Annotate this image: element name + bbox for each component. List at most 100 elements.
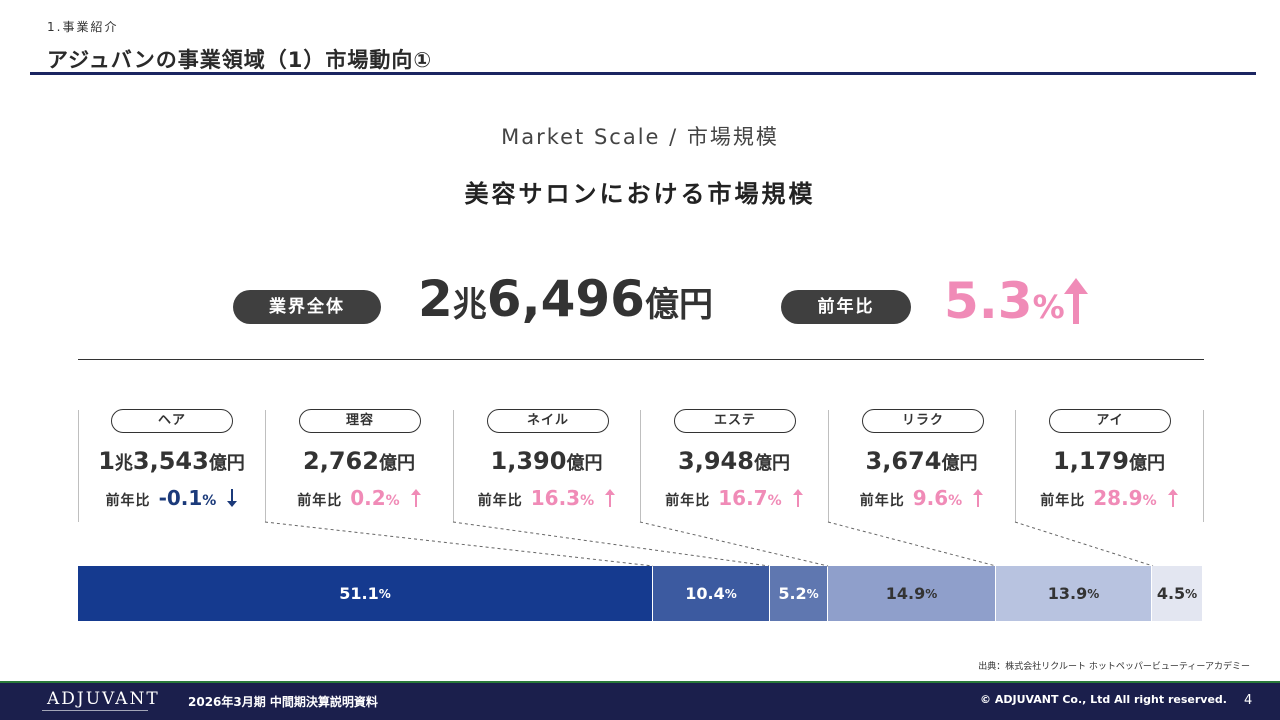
segment-label-eye: アイ (1049, 409, 1171, 433)
share-unit: % (724, 586, 737, 601)
yoy-value: 16.3 (530, 486, 581, 510)
yoy-unit: % (385, 493, 400, 509)
growth-number: 5.3 (944, 272, 1033, 330)
total-unit-2: 億円 (644, 285, 713, 325)
logo-underline (42, 710, 148, 711)
segment-value-barber: 2,762億円 (265, 447, 453, 475)
yoy-label: 前年比 (477, 493, 523, 509)
total-market-value: 2兆6,496億円 (418, 270, 713, 328)
total-growth-value: 5.3% (944, 272, 1065, 330)
yoy-value: 0.2 (350, 486, 386, 510)
yoy-label: 前年比 (665, 493, 711, 509)
growth-unit: % (1032, 288, 1065, 326)
segment-value-hair: 1兆3,543億円 (78, 447, 265, 475)
yoy-value: 16.7 (718, 486, 768, 510)
connector-line (452, 521, 770, 567)
total-unit-1: 兆 (452, 285, 487, 325)
value-number: 3,948 (678, 447, 754, 475)
share-unit: % (925, 586, 938, 601)
share-unit: % (1185, 586, 1198, 601)
segment-value-eye: 1,179億円 (1015, 447, 1203, 475)
segment-divider (1015, 410, 1016, 522)
share-value: 10.4 (685, 584, 725, 603)
yoy-unit: % (1142, 493, 1157, 509)
yoy-label: 前年比 (1040, 493, 1086, 509)
yoy-unit: % (767, 493, 782, 509)
share-value: 4.5 (1156, 584, 1186, 603)
share-value: 51.1 (339, 584, 379, 603)
segment-value-esthetic: 3,948億円 (640, 447, 828, 475)
copyright-text: © ADJUVANT Co., Ltd All right reserved. (980, 693, 1227, 706)
arrow-up-icon (605, 489, 616, 507)
total-num-2: 6,496 (486, 270, 645, 328)
value-prefix: 1 (98, 447, 115, 475)
share-value: 5.2 (778, 584, 807, 603)
segment-yoy-esthetic: 前年比 16.7% (640, 486, 828, 510)
share-unit: % (806, 586, 819, 601)
value-number: 1,179 (1053, 447, 1129, 475)
total-label-pill: 業界全体 (233, 290, 381, 324)
share-value: 13.9 (1047, 584, 1088, 603)
arrow-up-icon (973, 489, 984, 507)
slide-title: アジュバンの事業領域（1）市場動向① (47, 48, 433, 72)
segment-label-barber: 理容 (299, 409, 421, 433)
share-bar-segment: 51.1% (78, 566, 652, 621)
arrow-up-icon (1167, 489, 1178, 507)
growth-label-pill: 前年比 (781, 290, 911, 324)
value-number: 1,390 (490, 447, 567, 475)
yoy-value: 28.9 (1093, 486, 1143, 510)
segment-value-relaxation: 3,674億円 (828, 447, 1015, 475)
segment-label-relaxation: リラク (862, 409, 984, 433)
market-scale-subtitle: Market Scale / 市場規模 (501, 125, 779, 149)
segment-divider (640, 410, 641, 522)
value-number: 3,674 (865, 447, 942, 475)
segment-divider (265, 410, 266, 522)
arrow-up-icon (792, 489, 803, 507)
arrow-up-icon (1064, 278, 1088, 324)
company-logo: ADJUVANT (47, 689, 160, 709)
page-number: 4 (1244, 693, 1253, 708)
segment-label-nail: ネイル (487, 409, 609, 433)
yoy-value: 9.6 (912, 486, 949, 510)
segment-value-nail: 1,390億円 (453, 447, 640, 475)
segment-yoy-eye: 前年比 28.9% (1015, 486, 1203, 510)
segment-yoy-relaxation: 前年比 9.6% (828, 486, 1015, 510)
segment-yoy-hair: 前年比 -0.1% (78, 486, 265, 510)
segment-yoy-nail: 前年比 16.3% (453, 486, 640, 510)
segment-label-esthetic: エステ (674, 409, 796, 433)
footer-bar (0, 681, 1280, 720)
source-note: 出典：株式会社リクルート ホットペッパービューティーアカデミー (978, 662, 1250, 672)
document-title: 2026年3月期 中間期決算説明資料 (188, 695, 378, 709)
yoy-label: 前年比 (859, 493, 905, 509)
value-prefix-unit: 兆 (114, 453, 133, 474)
share-value: 14.9 (885, 584, 926, 603)
share-bar-segment: 13.9% (996, 566, 1151, 621)
segment-divider (828, 410, 829, 522)
section-label: 1.事業紹介 (47, 20, 119, 34)
connector-line (827, 521, 997, 567)
value-unit: 億円 (566, 453, 603, 474)
yoy-unit: % (580, 493, 595, 509)
yoy-label: 前年比 (297, 493, 343, 509)
market-scale-heading: 美容サロンにおける市場規模 (464, 180, 816, 208)
connector-line (639, 521, 829, 567)
yoy-value: -0.1 (158, 486, 203, 510)
yoy-unit: % (948, 493, 963, 509)
segment-divider (453, 410, 454, 522)
yoy-label: 前年比 (105, 493, 151, 509)
arrow-up-icon (410, 489, 421, 507)
share-bar-segment: 10.4% (653, 566, 769, 621)
share-unit: % (378, 586, 391, 601)
value-number: 3,543 (132, 447, 209, 475)
segment-label-hair: ヘア (111, 409, 233, 433)
connector-line (264, 521, 654, 567)
share-bar-segment: 5.2% (770, 566, 827, 621)
connector-line (1014, 521, 1154, 567)
yoy-unit: % (202, 493, 217, 509)
value-unit: 億円 (1128, 453, 1165, 474)
share-bar-segment: 4.5% (1152, 566, 1202, 621)
segment-yoy-barber: 前年比 0.2% (265, 486, 453, 510)
title-rule (30, 72, 1256, 75)
segment-divider (1203, 410, 1204, 522)
